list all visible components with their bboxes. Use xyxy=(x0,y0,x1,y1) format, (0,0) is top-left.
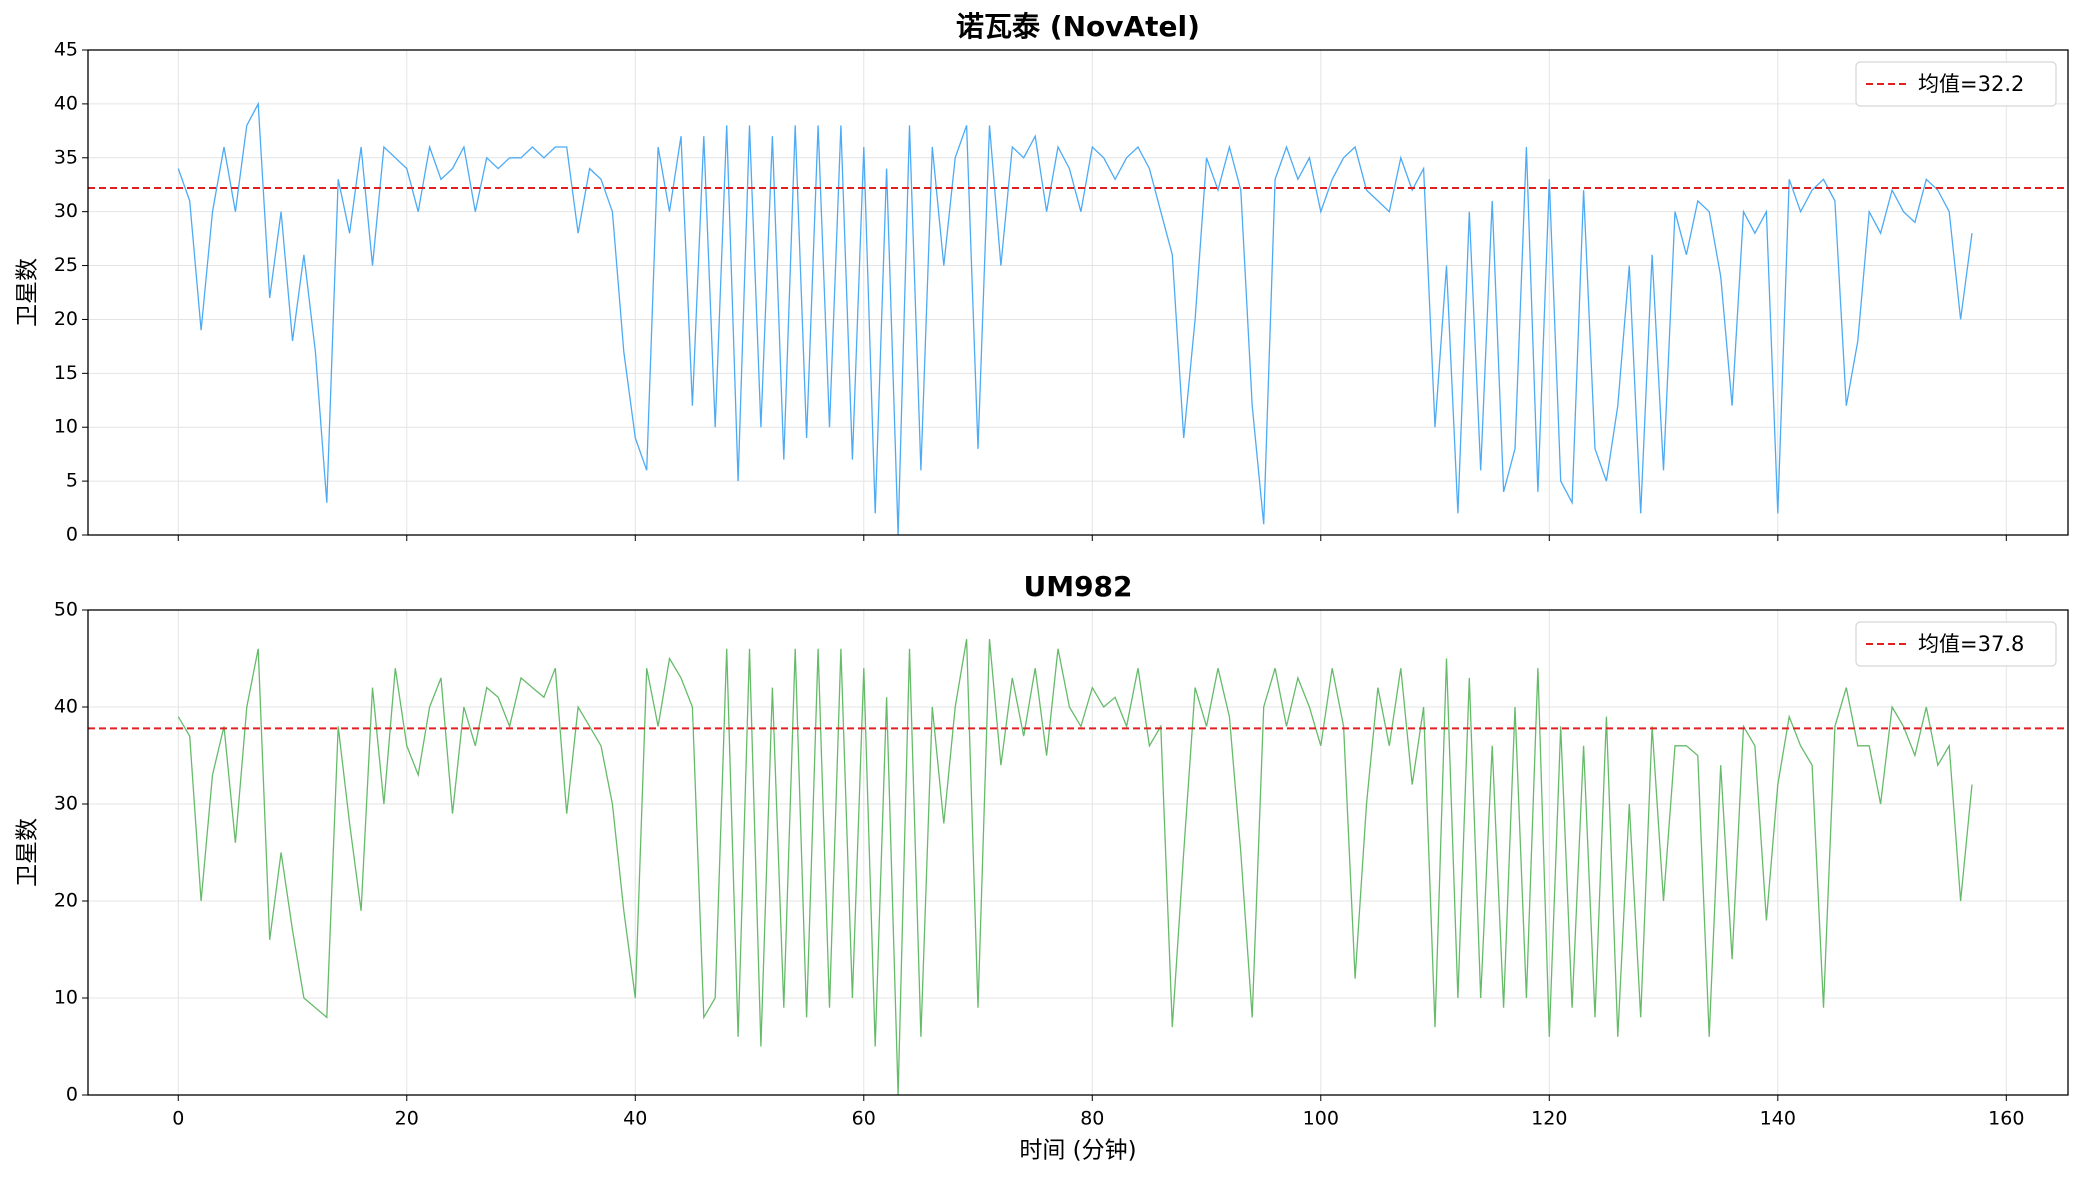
y-tick-label: 40 xyxy=(54,696,78,718)
legend-box xyxy=(1855,621,2057,667)
y-tick-label: 0 xyxy=(66,524,78,546)
y-tick-label: 20 xyxy=(54,308,78,330)
y-tick-label: 20 xyxy=(54,890,78,912)
chart-title: UM982 xyxy=(1023,570,1132,603)
y-tick-label: 10 xyxy=(54,987,78,1009)
data-line xyxy=(177,638,1973,1096)
x-tick-label: 140 xyxy=(1760,1108,1796,1130)
x-tick-label: 100 xyxy=(1303,1108,1339,1130)
x-tick-label: 20 xyxy=(395,1108,419,1130)
x-tick-label: 0 xyxy=(172,1108,184,1130)
legend: 均值=37.8 xyxy=(1855,621,2057,667)
legend: 均值=32.2 xyxy=(1855,61,2057,107)
chart-title: 诺瓦泰 (NovAtel) xyxy=(956,10,1200,43)
legend-label: 均值=37.8 xyxy=(1918,632,2024,656)
y-tick-label: 30 xyxy=(54,200,78,222)
x-tick-label: 120 xyxy=(1531,1108,1567,1130)
x-tick-label: 60 xyxy=(852,1108,876,1130)
plot-frame xyxy=(87,49,2069,536)
y-tick-label: 35 xyxy=(54,146,78,168)
y-tick-label: 5 xyxy=(66,470,78,492)
legend-box xyxy=(1855,61,2057,107)
legend-label: 均值=32.2 xyxy=(1918,72,2024,96)
y-tick-label: 0 xyxy=(66,1084,78,1106)
y-tick-label: 40 xyxy=(54,92,78,114)
x-axis-label: 时间 (分钟) xyxy=(1019,1138,1136,1164)
plot-frame xyxy=(87,609,2069,1096)
y-axis-label: 卫星数 xyxy=(15,818,41,887)
data-line xyxy=(177,101,1973,536)
y-tick-label: 45 xyxy=(54,39,78,61)
x-tick-label: 80 xyxy=(1080,1108,1104,1130)
x-tick-label: 40 xyxy=(623,1108,647,1130)
y-tick-label: 10 xyxy=(54,416,78,438)
y-tick-label: 15 xyxy=(54,362,78,384)
y-tick-label: 30 xyxy=(54,793,78,815)
y-tick-label: 25 xyxy=(54,254,78,276)
y-tick-label: 50 xyxy=(54,599,78,621)
x-tick-label: 160 xyxy=(1988,1108,2024,1130)
y-axis-label: 卫星数 xyxy=(15,258,41,327)
